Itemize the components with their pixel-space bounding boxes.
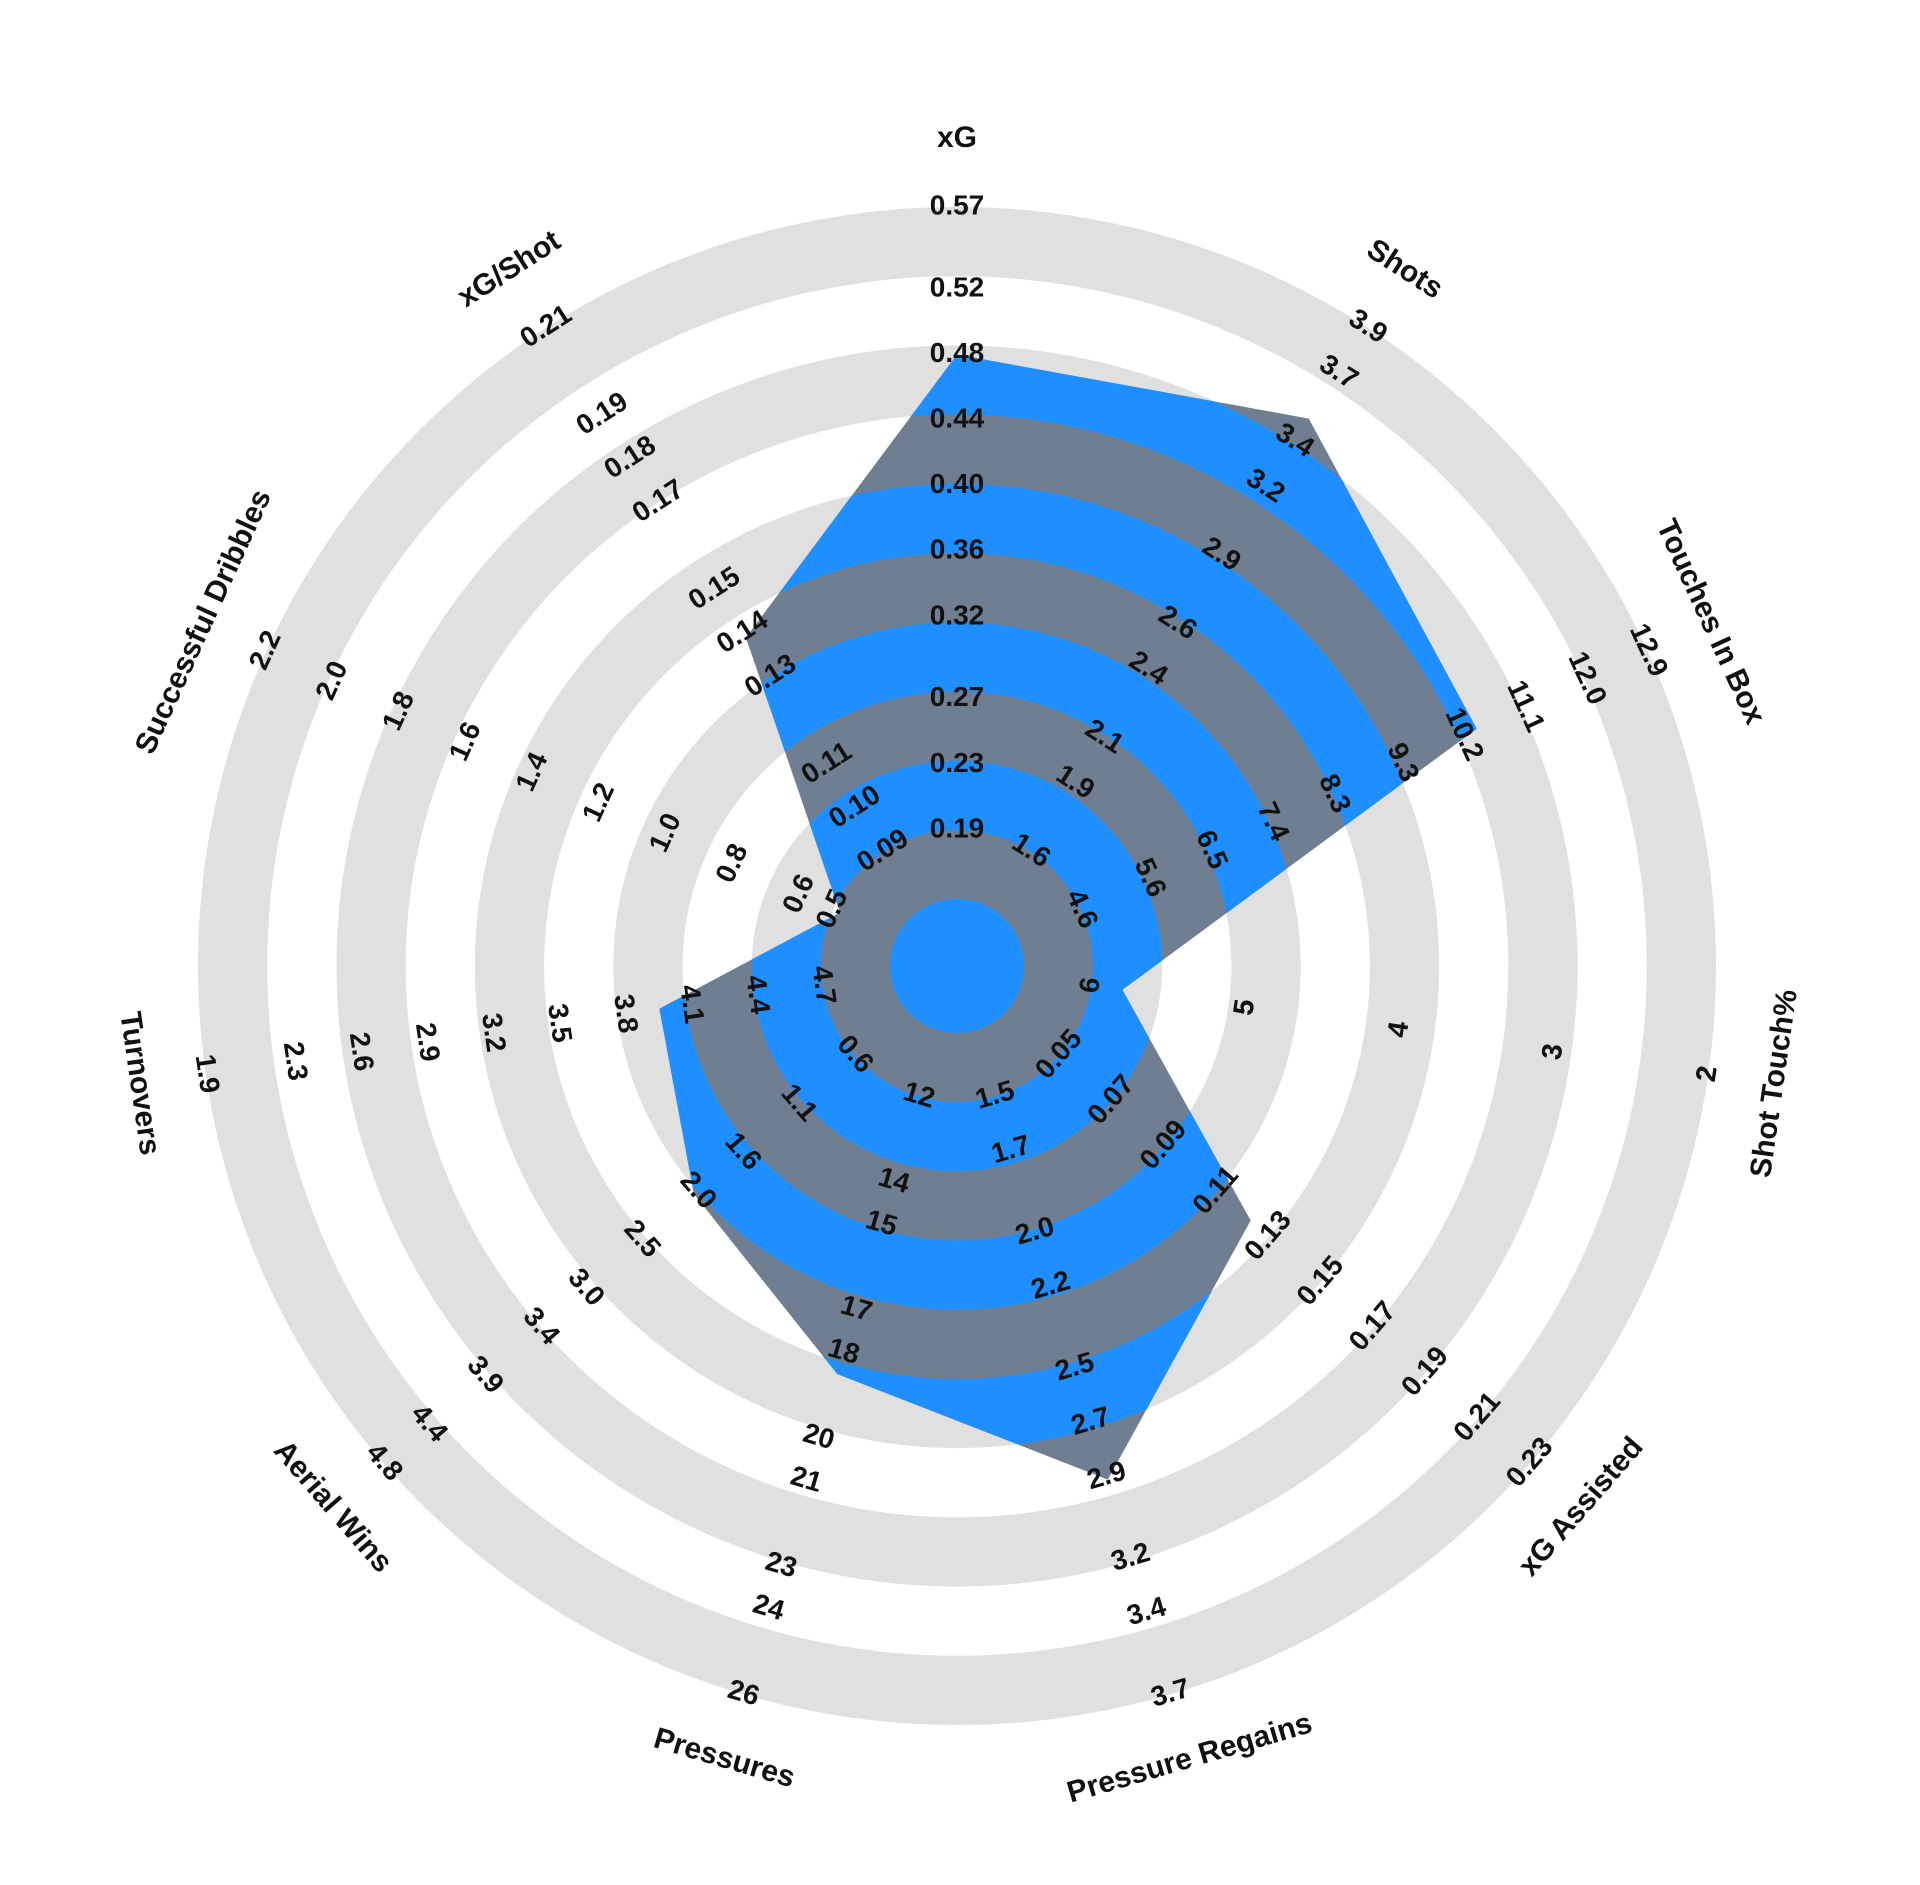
radar-band	[751, 760, 1163, 1172]
ring-tick-label: 2.6	[344, 1030, 380, 1073]
ring-tick-label: 5	[1227, 997, 1260, 1017]
ring-tick-label: 0.8	[709, 839, 753, 887]
ring-tick-label: 0.27	[930, 681, 985, 712]
param-label: Pressures	[650, 1722, 799, 1795]
ring-tick-label: 2	[1690, 1064, 1723, 1084]
param-label: Touches In Box	[1650, 514, 1772, 729]
ring-tick-label: 3.2	[476, 1011, 512, 1054]
param-label: Shot Touch%	[1744, 987, 1804, 1179]
ring-tick-label: 24	[750, 1588, 789, 1627]
ring-tick-label: 4.4	[740, 973, 776, 1016]
ring-tick-label: 0.19	[570, 385, 633, 441]
ring-tick-label: 0.36	[930, 534, 985, 565]
ring-tick-label: 3	[1536, 1042, 1569, 1062]
ring-tick-label: 0.32	[930, 599, 985, 630]
ring-tick-label: 2.9	[410, 1021, 446, 1064]
ring-tick-label: 2	[1690, 1064, 1723, 1084]
ring-tick-label: 0.44	[930, 403, 985, 434]
ring-tick-label: 4.7	[806, 964, 842, 1007]
ring-tick-label: 6	[1073, 975, 1106, 995]
ring-tick-label: 0.57	[930, 189, 985, 220]
ring-tick-label: 2.3	[278, 1040, 314, 1083]
ring-tick-label: 4.1	[674, 983, 710, 1026]
ring-tick-label: 0.19	[930, 812, 985, 843]
ring-tick-label: 0.52	[930, 271, 985, 302]
ring-tick-label: 0.48	[930, 337, 985, 368]
ring-tick-label: 5	[1227, 997, 1260, 1017]
ring-tick-label: 4	[1381, 1019, 1414, 1039]
param-label: Shots	[1361, 233, 1449, 306]
ring-tick-label: 3.5	[542, 1002, 578, 1045]
ring-tick-label: 1.9	[190, 1052, 226, 1095]
center-circle	[890, 899, 1024, 1033]
param-label: xG	[937, 121, 977, 154]
ring-tick-label: 21	[787, 1459, 826, 1498]
ring-tick-label: 0.23	[930, 747, 985, 778]
ring-tick-label: 3.8	[608, 992, 644, 1035]
param-label: Pressure Regains	[1063, 1706, 1315, 1809]
param-label: Turnovers	[113, 1010, 166, 1158]
ring-tick-label: 3	[1536, 1042, 1569, 1062]
ring-tick-label: 4	[1381, 1019, 1414, 1039]
param-label: xG/Shot	[452, 224, 567, 314]
ring-tick-label: 5	[1227, 997, 1260, 1017]
ring-tick-label: 0.40	[930, 468, 985, 499]
